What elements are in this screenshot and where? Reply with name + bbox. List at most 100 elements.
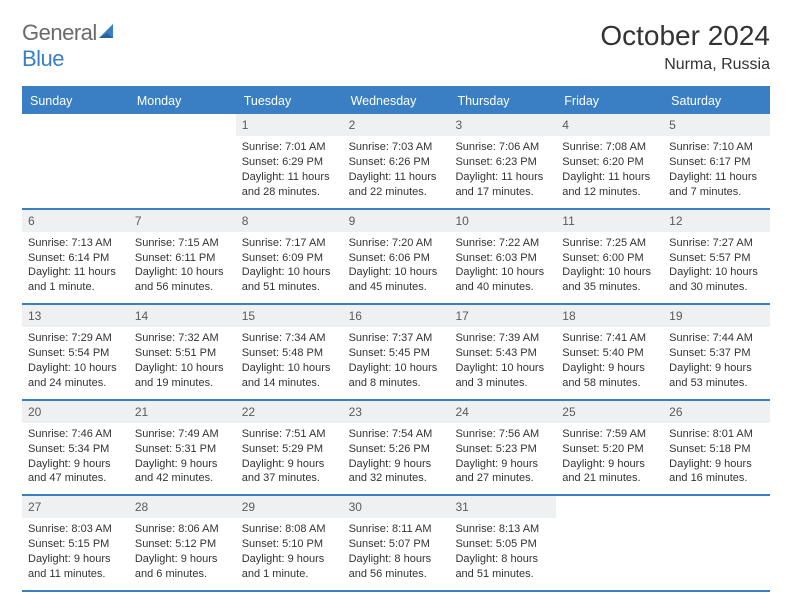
sunset-text: Sunset: 6:03 PM bbox=[455, 251, 550, 266]
day-cell-empty bbox=[556, 496, 663, 590]
day-body: Sunrise: 8:06 AMSunset: 5:12 PMDaylight:… bbox=[129, 518, 236, 589]
sunset-text: Sunset: 5:07 PM bbox=[349, 537, 444, 552]
sunset-text: Sunset: 5:48 PM bbox=[242, 346, 337, 361]
sunrise-text: Sunrise: 7:39 AM bbox=[455, 331, 550, 346]
sunset-text: Sunset: 5:23 PM bbox=[455, 442, 550, 457]
day-number: 18 bbox=[556, 305, 663, 327]
day-number: 20 bbox=[22, 401, 129, 423]
day-cell: 18Sunrise: 7:41 AMSunset: 5:40 PMDayligh… bbox=[556, 305, 663, 399]
sunrise-text: Sunrise: 7:13 AM bbox=[28, 236, 123, 251]
sunset-text: Sunset: 5:10 PM bbox=[242, 537, 337, 552]
day-body: Sunrise: 8:08 AMSunset: 5:10 PMDaylight:… bbox=[236, 518, 343, 589]
day-body: Sunrise: 7:06 AMSunset: 6:23 PMDaylight:… bbox=[449, 136, 556, 207]
day-body: Sunrise: 7:59 AMSunset: 5:20 PMDaylight:… bbox=[556, 423, 663, 494]
day-cell: 7Sunrise: 7:15 AMSunset: 6:11 PMDaylight… bbox=[129, 210, 236, 304]
daylight-text: Daylight: 9 hours and 32 minutes. bbox=[349, 457, 444, 487]
day-cell: 25Sunrise: 7:59 AMSunset: 5:20 PMDayligh… bbox=[556, 401, 663, 495]
logo-word-1: General bbox=[22, 20, 97, 45]
daylight-text: Daylight: 9 hours and 21 minutes. bbox=[562, 457, 657, 487]
day-number: 16 bbox=[343, 305, 450, 327]
sunset-text: Sunset: 5:40 PM bbox=[562, 346, 657, 361]
daylight-text: Daylight: 10 hours and 8 minutes. bbox=[349, 361, 444, 391]
day-body: Sunrise: 8:03 AMSunset: 5:15 PMDaylight:… bbox=[22, 518, 129, 589]
sunset-text: Sunset: 5:43 PM bbox=[455, 346, 550, 361]
daylight-text: Daylight: 11 hours and 22 minutes. bbox=[349, 170, 444, 200]
sunrise-text: Sunrise: 7:54 AM bbox=[349, 427, 444, 442]
day-number: 24 bbox=[449, 401, 556, 423]
sunset-text: Sunset: 5:18 PM bbox=[669, 442, 764, 457]
day-number: 13 bbox=[22, 305, 129, 327]
day-cell: 21Sunrise: 7:49 AMSunset: 5:31 PMDayligh… bbox=[129, 401, 236, 495]
sunrise-text: Sunrise: 7:15 AM bbox=[135, 236, 230, 251]
day-cell: 17Sunrise: 7:39 AMSunset: 5:43 PMDayligh… bbox=[449, 305, 556, 399]
day-number: 10 bbox=[449, 210, 556, 232]
day-cell: 14Sunrise: 7:32 AMSunset: 5:51 PMDayligh… bbox=[129, 305, 236, 399]
logo-sail-icon bbox=[99, 20, 117, 46]
day-cell: 30Sunrise: 8:11 AMSunset: 5:07 PMDayligh… bbox=[343, 496, 450, 590]
day-number bbox=[556, 496, 663, 502]
sunrise-text: Sunrise: 8:06 AM bbox=[135, 522, 230, 537]
calendar: Sunday Monday Tuesday Wednesday Thursday… bbox=[22, 86, 770, 592]
day-cell: 5Sunrise: 7:10 AMSunset: 6:17 PMDaylight… bbox=[663, 114, 770, 208]
day-cell: 8Sunrise: 7:17 AMSunset: 6:09 PMDaylight… bbox=[236, 210, 343, 304]
day-body: Sunrise: 8:11 AMSunset: 5:07 PMDaylight:… bbox=[343, 518, 450, 589]
sunrise-text: Sunrise: 7:34 AM bbox=[242, 331, 337, 346]
week-row: 6Sunrise: 7:13 AMSunset: 6:14 PMDaylight… bbox=[22, 210, 770, 306]
dow-sunday: Sunday bbox=[22, 88, 129, 114]
title-block: October 2024 Nurma, Russia bbox=[600, 20, 770, 74]
day-cell: 4Sunrise: 7:08 AMSunset: 6:20 PMDaylight… bbox=[556, 114, 663, 208]
day-cell: 27Sunrise: 8:03 AMSunset: 5:15 PMDayligh… bbox=[22, 496, 129, 590]
daylight-text: Daylight: 10 hours and 30 minutes. bbox=[669, 265, 764, 295]
day-cell: 13Sunrise: 7:29 AMSunset: 5:54 PMDayligh… bbox=[22, 305, 129, 399]
day-number: 7 bbox=[129, 210, 236, 232]
day-cell: 28Sunrise: 8:06 AMSunset: 5:12 PMDayligh… bbox=[129, 496, 236, 590]
sunrise-text: Sunrise: 7:22 AM bbox=[455, 236, 550, 251]
day-number: 3 bbox=[449, 114, 556, 136]
day-cell: 2Sunrise: 7:03 AMSunset: 6:26 PMDaylight… bbox=[343, 114, 450, 208]
sunrise-text: Sunrise: 7:27 AM bbox=[669, 236, 764, 251]
sunrise-text: Sunrise: 7:41 AM bbox=[562, 331, 657, 346]
logo: General Blue bbox=[22, 20, 117, 72]
daylight-text: Daylight: 10 hours and 3 minutes. bbox=[455, 361, 550, 391]
header: General Blue October 2024 Nurma, Russia bbox=[22, 20, 770, 74]
day-body: Sunrise: 7:32 AMSunset: 5:51 PMDaylight:… bbox=[129, 327, 236, 398]
day-cell: 9Sunrise: 7:20 AMSunset: 6:06 PMDaylight… bbox=[343, 210, 450, 304]
sunset-text: Sunset: 5:15 PM bbox=[28, 537, 123, 552]
sunrise-text: Sunrise: 8:03 AM bbox=[28, 522, 123, 537]
day-cell: 12Sunrise: 7:27 AMSunset: 5:57 PMDayligh… bbox=[663, 210, 770, 304]
sunrise-text: Sunrise: 7:37 AM bbox=[349, 331, 444, 346]
day-cell: 3Sunrise: 7:06 AMSunset: 6:23 PMDaylight… bbox=[449, 114, 556, 208]
sunrise-text: Sunrise: 7:03 AM bbox=[349, 140, 444, 155]
sunset-text: Sunset: 6:20 PM bbox=[562, 155, 657, 170]
daylight-text: Daylight: 9 hours and 42 minutes. bbox=[135, 457, 230, 487]
day-body: Sunrise: 7:17 AMSunset: 6:09 PMDaylight:… bbox=[236, 232, 343, 303]
day-number: 23 bbox=[343, 401, 450, 423]
sunrise-text: Sunrise: 7:51 AM bbox=[242, 427, 337, 442]
day-body: Sunrise: 7:41 AMSunset: 5:40 PMDaylight:… bbox=[556, 327, 663, 398]
logo-text: General Blue bbox=[22, 20, 117, 72]
daylight-text: Daylight: 11 hours and 7 minutes. bbox=[669, 170, 764, 200]
day-body: Sunrise: 7:51 AMSunset: 5:29 PMDaylight:… bbox=[236, 423, 343, 494]
dow-thursday: Thursday bbox=[449, 88, 556, 114]
day-number: 5 bbox=[663, 114, 770, 136]
daylight-text: Daylight: 10 hours and 40 minutes. bbox=[455, 265, 550, 295]
day-number: 27 bbox=[22, 496, 129, 518]
sunset-text: Sunset: 5:54 PM bbox=[28, 346, 123, 361]
day-body: Sunrise: 7:03 AMSunset: 6:26 PMDaylight:… bbox=[343, 136, 450, 207]
daylight-text: Daylight: 8 hours and 51 minutes. bbox=[455, 552, 550, 582]
week-row: 20Sunrise: 7:46 AMSunset: 5:34 PMDayligh… bbox=[22, 401, 770, 497]
day-cell: 31Sunrise: 8:13 AMSunset: 5:05 PMDayligh… bbox=[449, 496, 556, 590]
sunrise-text: Sunrise: 7:01 AM bbox=[242, 140, 337, 155]
daylight-text: Daylight: 9 hours and 16 minutes. bbox=[669, 457, 764, 487]
day-body: Sunrise: 7:22 AMSunset: 6:03 PMDaylight:… bbox=[449, 232, 556, 303]
sunset-text: Sunset: 5:12 PM bbox=[135, 537, 230, 552]
sunrise-text: Sunrise: 7:08 AM bbox=[562, 140, 657, 155]
day-number: 22 bbox=[236, 401, 343, 423]
day-body: Sunrise: 7:01 AMSunset: 6:29 PMDaylight:… bbox=[236, 136, 343, 207]
sunrise-text: Sunrise: 7:46 AM bbox=[28, 427, 123, 442]
daylight-text: Daylight: 11 hours and 17 minutes. bbox=[455, 170, 550, 200]
day-body: Sunrise: 7:27 AMSunset: 5:57 PMDaylight:… bbox=[663, 232, 770, 303]
sunset-text: Sunset: 5:05 PM bbox=[455, 537, 550, 552]
day-cell: 24Sunrise: 7:56 AMSunset: 5:23 PMDayligh… bbox=[449, 401, 556, 495]
logo-word-2: Blue bbox=[22, 46, 64, 71]
